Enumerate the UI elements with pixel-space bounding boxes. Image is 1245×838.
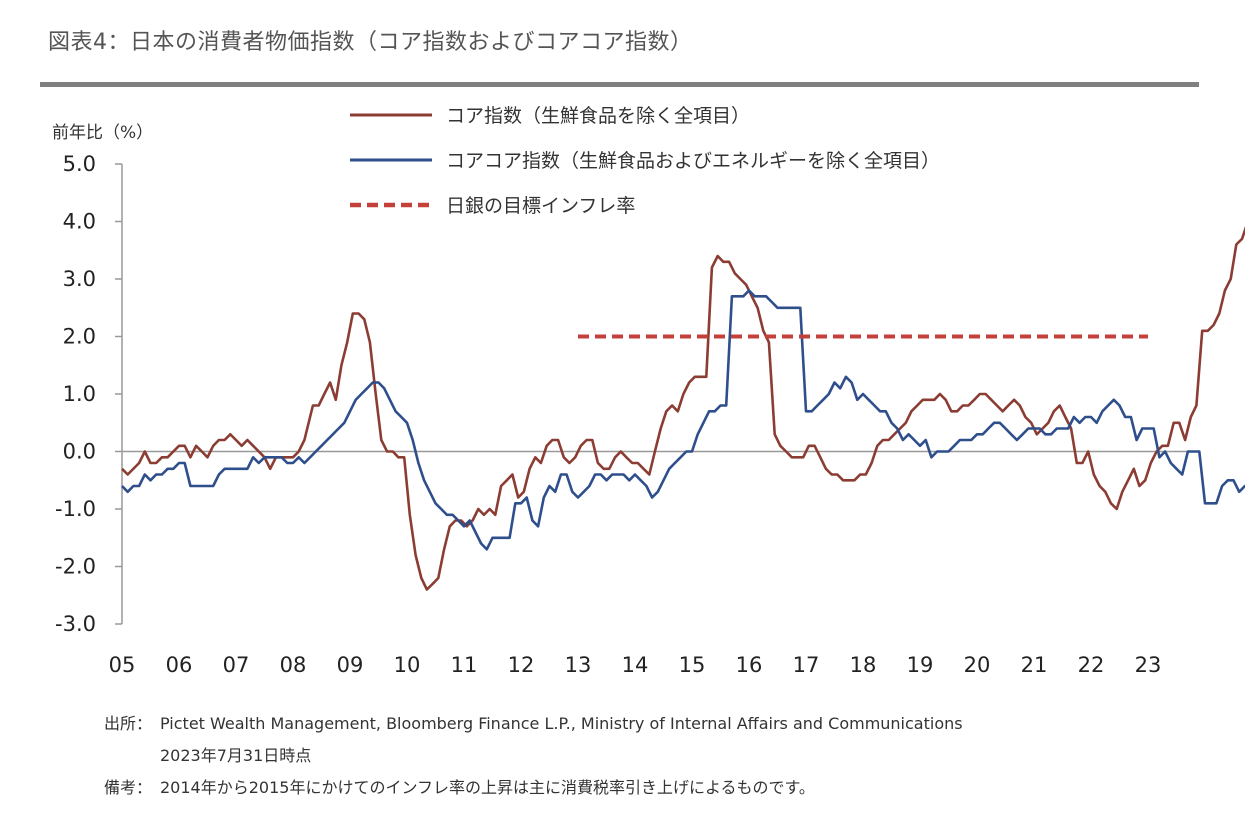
legend-item-core-core: コアコア指数（生鮮食品およびエネルギーを除く全項目） — [350, 150, 940, 172]
x-tick-label: 06 — [166, 653, 193, 677]
y-tick-label: -2.0 — [55, 555, 96, 579]
x-tick-label: 10 — [394, 653, 421, 677]
core-core-index-line — [121, 289, 1245, 551]
x-tick-label: 08 — [280, 653, 307, 677]
y-tick-label: 3.0 — [63, 267, 96, 291]
legend-item-core: コア指数（生鮮食品を除く全項目） — [350, 105, 750, 127]
x-tick-label: 07 — [223, 653, 250, 677]
x-tick-label: 21 — [1021, 653, 1048, 677]
x-tick-label: 05 — [109, 653, 136, 677]
title-divider — [40, 82, 1199, 87]
legend: コア指数（生鮮食品を除く全項目） コアコア指数（生鮮食品およびエネルギーを除く全項… — [350, 105, 940, 217]
source-text: Pictet Wealth Management, Bloomberg Fina… — [160, 714, 963, 733]
y-tick-label: 0.0 — [63, 440, 96, 464]
x-axis: 05 06 07 08 09 10 11 12 13 14 15 16 17 18 19 20 21 22 23 — [109, 653, 1162, 677]
x-tick-label: 17 — [793, 653, 820, 677]
legend-item-target: 日銀の目標インフレ率 — [350, 195, 635, 217]
footnotes: 出所： Pictet Wealth Management, Bloomberg … — [104, 708, 963, 804]
date-note: 2023年7月31日時点 — [104, 740, 963, 772]
remark-note: 備考： 2014年から2015年にかけてのインフレ率の上昇は主に消費税率引き上げ… — [104, 772, 963, 804]
y-axis: 5.0 4.0 3.0 2.0 1.0 0.0 -1.0 -2.0 -3.0 — [55, 152, 123, 636]
y-tick-label: 5.0 — [63, 152, 96, 176]
x-tick-label: 23 — [1135, 653, 1162, 677]
x-tick-label: 19 — [907, 653, 934, 677]
source-label: 出所： — [104, 714, 153, 733]
legend-label: コア指数（生鮮食品を除く全項目） — [446, 105, 750, 127]
legend-label: コアコア指数（生鮮食品およびエネルギーを除く全項目） — [446, 150, 940, 172]
x-tick-label: 09 — [337, 653, 364, 677]
x-tick-label: 18 — [850, 653, 877, 677]
date-text: 2023年7月31日時点 — [160, 746, 312, 765]
series-layer — [121, 225, 1245, 591]
y-tick-label: 4.0 — [63, 210, 96, 234]
y-tick-label: -3.0 — [55, 612, 96, 636]
x-tick-label: 11 — [451, 653, 478, 677]
core-index-line — [121, 225, 1245, 591]
x-tick-label: 16 — [736, 653, 763, 677]
source-note: 出所： Pictet Wealth Management, Bloomberg … — [104, 708, 963, 740]
y-tick-label: -1.0 — [55, 497, 96, 521]
x-tick-label: 13 — [565, 653, 592, 677]
x-tick-label: 22 — [1078, 653, 1105, 677]
remark-label: 備考： — [104, 778, 153, 797]
y-tick-label: 2.0 — [63, 325, 96, 349]
legend-label: 日銀の目標インフレ率 — [446, 195, 635, 217]
x-tick-label: 15 — [679, 653, 706, 677]
remark-text: 2014年から2015年にかけてのインフレ率の上昇は主に消費税率引き上げによるも… — [160, 778, 815, 797]
date-spacer — [104, 740, 160, 772]
y-axis-label: 前年比（%） — [52, 123, 154, 143]
x-tick-label: 14 — [622, 653, 649, 677]
y-tick-label: 1.0 — [63, 382, 96, 406]
chart-title: 図表4：日本の消費者物価指数（コア指数およびコアコア指数） — [48, 30, 693, 55]
x-tick-label: 20 — [964, 653, 991, 677]
x-tick-label: 12 — [508, 653, 535, 677]
